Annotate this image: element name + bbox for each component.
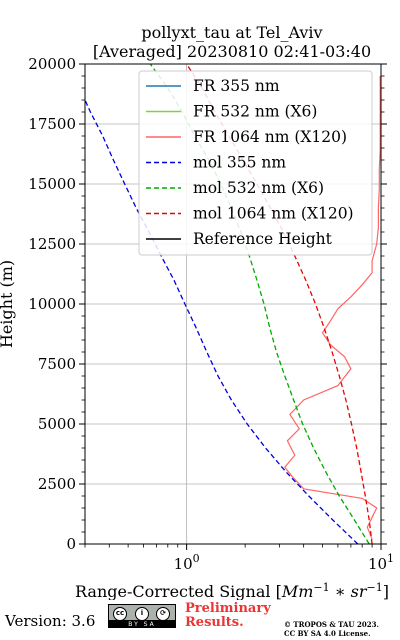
series-line-fr-1064-nm-x120 <box>284 76 381 540</box>
attribution-icon: i <box>135 607 149 621</box>
preliminary-notice: Preliminary Results. <box>185 602 271 630</box>
x-axis-label: Range-Corrected Signal [Mm−1 ∗ sr−1] <box>75 581 389 600</box>
y-axis-label: Height (m) <box>0 260 16 348</box>
license-badge-text: BY SA <box>128 621 156 628</box>
legend-label-fr-355-nm: FR 355 nm <box>193 77 280 95</box>
cc-icon: cc <box>113 607 127 621</box>
y-tick-label: 0 <box>66 535 76 553</box>
preliminary-line-1: Preliminary <box>185 601 271 616</box>
x-axis-label-text: Range-Corrected Signal [ <box>75 582 282 600</box>
x-axis-label-close: ] <box>383 582 389 600</box>
x-axis-label-star: ∗ <box>330 582 351 600</box>
y-tick-label: 5000 <box>38 415 76 433</box>
legend: FR 355 nm FR 532 nm (X6) FR 1064 nm (X120)… <box>138 70 373 256</box>
share-alike-icon: ⟳ <box>156 607 170 621</box>
y-tick-label: 15000 <box>28 175 76 193</box>
preliminary-line-2: Results. <box>185 615 244 630</box>
legend-label-mol-1064-nm-x120: mol 1064 nm (X120) <box>193 205 354 223</box>
version-label: Version: 3.6 <box>5 612 96 630</box>
x-axis-label-unit-sr: sr <box>351 582 368 600</box>
license-badge: cc i ⟳ BY SA <box>108 604 176 628</box>
axis-ticks: 100 101 0 2500 5000 7500 10000 12500 15000 17500 2… <box>28 55 394 573</box>
legend-box <box>138 70 373 256</box>
legend-label-fr-532-nm-x6: FR 532 nm (X6) <box>193 103 317 121</box>
y-tick-label: 10000 <box>28 295 76 313</box>
y-tick-label: 2500 <box>38 475 76 493</box>
series-line-mol-355-nm <box>85 99 359 544</box>
copyright-line-1: © TROPOS & TAU 2023. <box>284 620 379 629</box>
y-tick-label: 12500 <box>28 235 76 253</box>
legend-label-mol-532-nm-x6: mol 532 nm (X6) <box>193 179 324 197</box>
y-tick-label: 20000 <box>28 55 76 73</box>
license-badge-band <box>109 620 175 627</box>
x-axis-label-exp-1: −1 <box>313 581 329 594</box>
chart-title: pollyxt_tau at Tel_Aviv <box>141 23 322 42</box>
x-tick-label: 100 <box>174 552 200 573</box>
legend-label-fr-1064-nm-x120: FR 1064 nm (X120) <box>193 128 347 146</box>
legend-label-reference-height: Reference Height <box>193 230 333 248</box>
y-tick-label: 17500 <box>28 115 76 133</box>
chart-subtitle: [Averaged] 20230810 02:41-03:40 <box>93 42 371 61</box>
x-tick-label: 101 <box>368 552 394 573</box>
x-axis-label-unit-mm: Mm <box>281 582 314 600</box>
legend-label-mol-355-nm: mol 355 nm <box>193 154 286 172</box>
y-tick-label: 7500 <box>38 355 76 373</box>
copyright-line-2: CC BY SA 4.0 License. <box>284 629 371 638</box>
x-axis-label-exp-2: −1 <box>367 581 383 594</box>
chart: pollyxt_tau at Tel_Aviv [Averaged] 20230… <box>0 23 394 600</box>
copyright-notice: © TROPOS & TAU 2023. CC BY SA 4.0 Licens… <box>284 620 379 638</box>
